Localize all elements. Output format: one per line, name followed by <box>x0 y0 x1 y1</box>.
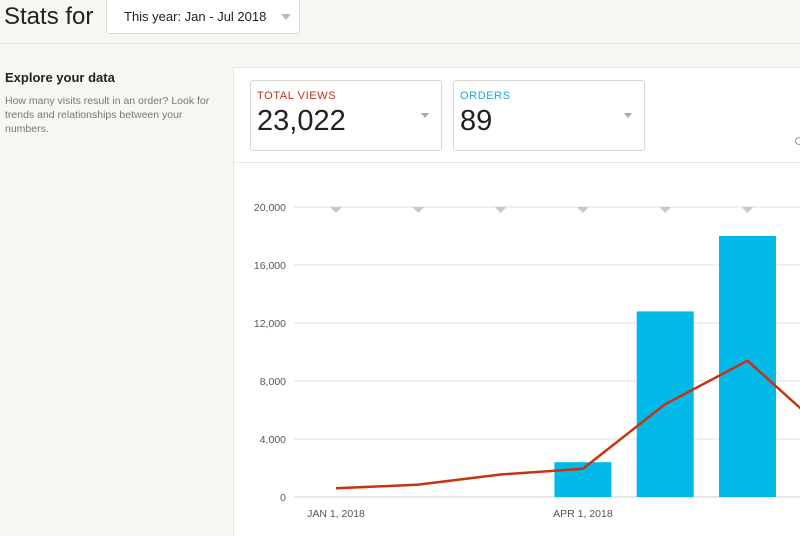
event-marker-icon <box>659 207 672 213</box>
stats-header: Stats for This year: Jan - Jul 2018 <box>0 0 800 44</box>
orders-label: ORDERS <box>460 90 511 102</box>
y-tick-label: 12,000 <box>254 318 286 330</box>
event-marker-icon <box>494 207 507 213</box>
y-tick-label: 16,000 <box>254 260 286 272</box>
info-icon[interactable] <box>795 137 800 145</box>
bar <box>719 236 776 497</box>
sidebar-description: How many visits result in an order? Look… <box>5 95 210 135</box>
total-views-metric-selector[interactable]: TOTAL VIEWS 23,022 <box>250 80 442 151</box>
x-tick-label: APR 1, 2018 <box>553 508 613 520</box>
sidebar-title: Explore your data <box>5 70 115 85</box>
event-marker-icon <box>412 207 425 213</box>
chevron-down-icon <box>281 14 291 20</box>
date-range-label: This year: Jan - Jul 2018 <box>124 9 267 24</box>
chevron-down-icon <box>421 113 429 118</box>
page-title: Stats for <box>4 3 94 30</box>
orders-metric-selector[interactable]: ORDERS 89 <box>453 80 645 151</box>
date-range-select[interactable]: This year: Jan - Jul 2018 <box>106 0 300 34</box>
y-tick-label: 0 <box>280 492 286 504</box>
y-tick-label: 8,000 <box>260 376 286 388</box>
y-tick-label: 4,000 <box>260 434 286 446</box>
chevron-down-icon <box>624 113 632 118</box>
chart-panel: TOTAL VIEWS 23,022 ORDERS 89 <box>233 67 800 536</box>
x-tick-label: JAN 1, 2018 <box>307 508 365 520</box>
event-marker-icon <box>741 207 754 213</box>
event-marker-icon <box>576 207 589 213</box>
total-views-label: TOTAL VIEWS <box>257 90 337 102</box>
panel-divider <box>234 162 800 163</box>
orders-value: 89 <box>460 105 493 137</box>
event-marker-icon <box>330 207 342 213</box>
orders-line <box>335 359 800 490</box>
sidebar: Explore your data How many visits result… <box>0 44 232 536</box>
y-tick-label: 20,000 <box>254 202 286 214</box>
total-views-value: 23,022 <box>257 105 346 137</box>
